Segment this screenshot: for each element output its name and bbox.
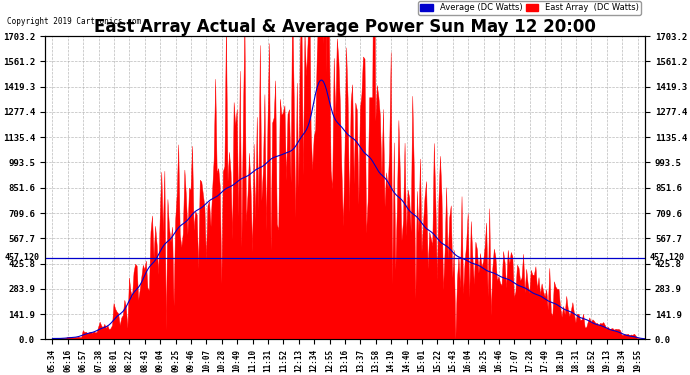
Text: 457.120: 457.120: [5, 254, 40, 262]
Text: 457.120: 457.120: [650, 254, 685, 262]
Legend: Average (DC Watts), East Array  (DC Watts): Average (DC Watts), East Array (DC Watts…: [418, 1, 641, 15]
Title: East Array Actual & Average Power Sun May 12 20:00: East Array Actual & Average Power Sun Ma…: [94, 18, 596, 36]
Text: Copyright 2019 Cartronics.com: Copyright 2019 Cartronics.com: [7, 17, 141, 26]
